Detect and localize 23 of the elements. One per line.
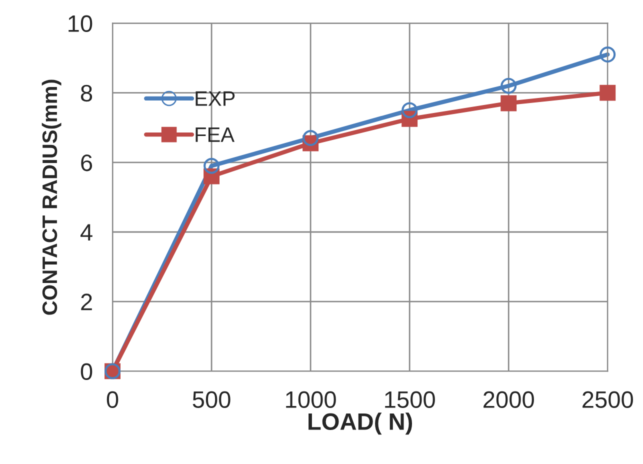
legend-label: FEA	[196, 128, 235, 142]
x-tick-label: 1500	[385, 391, 435, 408]
point	[302, 130, 319, 146]
y-tick-label: 0	[80, 363, 92, 380]
point	[402, 102, 418, 118]
x-tick-label: 1000	[286, 391, 336, 408]
y-tick-label: 6	[81, 154, 92, 172]
point	[600, 46, 616, 63]
x-axis-title: LOAD( N)	[308, 412, 412, 435]
point	[600, 84, 616, 101]
y-tick-label: 10	[68, 15, 92, 32]
y-tick-label: 4	[80, 224, 92, 241]
legend-label: EXP	[196, 91, 235, 106]
x-tick-label: 2000	[484, 391, 534, 408]
point	[204, 158, 220, 174]
y-tick-label: 2	[81, 294, 92, 310]
x-tick-label: 2500	[582, 391, 633, 408]
x-tick-label: 0	[106, 391, 118, 408]
y-tick-label: 8	[80, 84, 92, 102]
y-axis-title: CONTACT RADIUS(mm)	[42, 80, 62, 315]
x-tick-label: 500	[192, 391, 230, 408]
point	[500, 78, 517, 94]
point	[500, 95, 517, 112]
